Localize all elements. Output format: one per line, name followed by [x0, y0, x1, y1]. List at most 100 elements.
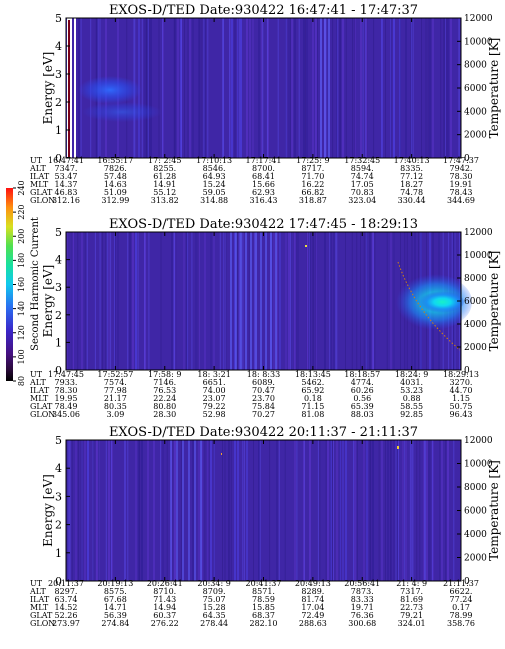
- ephemeris-cell: 17.04: [301, 603, 324, 612]
- spectrogram-streak: [207, 18, 209, 158]
- spectrogram-column: [258, 18, 260, 158]
- ephemeris-cell: 70.83: [351, 188, 374, 197]
- y-tick-label: 1: [55, 547, 62, 560]
- spectrogram-streak: [77, 440, 79, 581]
- spectrogram-streak: [398, 440, 399, 581]
- spectrogram-streak: [187, 18, 189, 158]
- spectrogram-column: [327, 440, 329, 581]
- y-tick-label: 0: [55, 575, 62, 588]
- ephemeris-cell: 8289.: [301, 587, 324, 596]
- ephemeris-cell: 21.17: [104, 394, 127, 403]
- ephemeris-cell: 14.52: [55, 603, 78, 612]
- y2-tick-label: 0: [464, 366, 470, 376]
- spectrogram-column: [369, 232, 371, 370]
- ephemeris-cell: 18: 8:33: [247, 370, 280, 379]
- spectrogram-column: [354, 18, 356, 158]
- spectrogram-streak: [141, 18, 143, 158]
- spectrogram-column: [333, 232, 335, 370]
- spectrogram-streak: [162, 18, 164, 158]
- spectrogram-column: [366, 440, 368, 581]
- spectrogram-column: [207, 440, 209, 581]
- spectrogram-streak: [412, 18, 414, 158]
- ephemeris-cell: 16:47:41: [48, 156, 84, 165]
- panel-title: EXOS-D/TED Date:930422 20:11:37 - 21:11:…: [109, 425, 418, 440]
- spectrogram-streak: [259, 440, 261, 581]
- spectrogram-streak: [253, 440, 254, 581]
- ephemeris-cell: 19.95: [55, 394, 78, 403]
- y2-tick-label: 10000: [464, 251, 493, 261]
- y-axis-label: Energy [eV]: [41, 265, 55, 338]
- spectrogram-column: [261, 18, 263, 158]
- y-tick-label: 4: [55, 462, 62, 475]
- y2-tick-label: 4000: [464, 320, 487, 330]
- spectrogram-column: [450, 18, 452, 158]
- spectrogram-streak: [317, 440, 319, 581]
- spectrogram-streak: [290, 18, 292, 158]
- spectrogram-column: [405, 18, 407, 158]
- y2-tick-label: 2000: [464, 131, 487, 141]
- spike-dot: [221, 453, 222, 455]
- ephemeris-cell: 53.23: [400, 386, 423, 395]
- spectrogram-streak: [260, 232, 262, 370]
- spectrogram-column: [387, 440, 389, 581]
- spectrogram-column: [345, 440, 347, 581]
- spectrogram-streak: [242, 440, 244, 581]
- y2-axis-label: Temperature [K]: [487, 251, 501, 352]
- spectrogram-streak: [80, 440, 82, 581]
- ephemeris-cell: 17:58: 9: [148, 370, 181, 379]
- spectrogram-streak: [395, 440, 397, 581]
- spectrogram-streak: [326, 18, 328, 158]
- spectrogram-column: [252, 18, 254, 158]
- y-tick-label: 3: [55, 68, 62, 81]
- spectrogram-streak: [337, 18, 339, 158]
- spectrogram-streak: [105, 440, 107, 581]
- colorbar: Second Harmonic Current 80 100 120 140 160 18…: [6, 180, 41, 386]
- y-tick-label: 3: [55, 490, 62, 503]
- ephemeris-cell: 78.30: [450, 172, 473, 181]
- spectrogram-streak: [105, 232, 107, 370]
- spectrogram-streak: [223, 232, 225, 370]
- ephemeris-row-label: UT: [30, 156, 43, 165]
- spectrogram-column: [279, 232, 281, 370]
- ephemeris-cell: 20:11:37: [48, 579, 84, 588]
- ephemeris-cell: 68.37: [252, 611, 275, 620]
- spectrogram-streak: [425, 18, 427, 158]
- spectrogram-column: [135, 440, 137, 581]
- spectrogram-streak: [127, 232, 129, 370]
- y-tick-label: 0: [55, 152, 62, 165]
- spectrogram-streak: [213, 440, 215, 581]
- colorbar-scale: [6, 188, 13, 381]
- ephemeris-cell: 17:32:45: [344, 156, 380, 165]
- spectrogram-streak: [291, 232, 293, 370]
- spectrogram-column: [108, 232, 110, 370]
- ephemeris-cell: 66.82: [301, 188, 324, 197]
- ephemeris-cell: 77.12: [400, 172, 423, 181]
- spectrogram-streak: [325, 440, 327, 581]
- spectrogram-streak: [124, 440, 126, 581]
- spectrogram-streak: [222, 440, 223, 581]
- ephemeris-cell: 345.06: [52, 410, 80, 419]
- y2-tick-label: 6000: [464, 297, 487, 307]
- spectrogram-streak: [235, 232, 237, 370]
- spectrogram-streak: [68, 440, 70, 581]
- ephemeris-cell: 300.68: [348, 619, 376, 628]
- spectrogram-column: [213, 232, 215, 370]
- spectrogram-panel-3: EXOS-D/TED Date:930422 20:11:37 - 21:11:…: [29, 425, 501, 628]
- spectrogram-column: [162, 440, 164, 581]
- spectrogram-column: [393, 18, 395, 158]
- ephemeris-cell: 316.43: [250, 196, 278, 205]
- ephemeris-cell: 22.24: [153, 394, 176, 403]
- ephemeris-cell: 63.74: [55, 595, 78, 604]
- spectrogram-column: [72, 232, 74, 370]
- ephemeris-cell: 4774.: [351, 378, 374, 387]
- spectrogram-panel-1: EXOS-D/TED Date:930422 16:47:41 - 17:47:…: [29, 3, 501, 205]
- y2-tick-label: 4000: [464, 107, 487, 117]
- spectrogram-streak: [440, 18, 442, 158]
- spectrogram-column: [204, 18, 206, 158]
- spectrogram-streak: [285, 18, 287, 158]
- ephemeris-cell: 80.80: [153, 402, 176, 411]
- temperature-trace: [397, 261, 461, 351]
- ephemeris-row-label: GLON: [30, 196, 55, 205]
- spectrogram-column: [234, 18, 236, 158]
- ephemeris-cell: 8710.: [153, 587, 176, 596]
